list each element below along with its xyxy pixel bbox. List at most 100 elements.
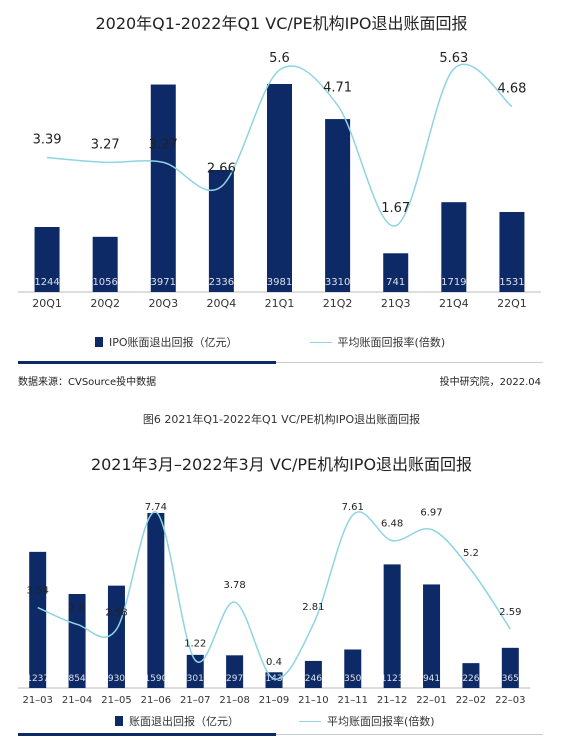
bar-value-label: 3981 bbox=[267, 277, 292, 288]
bar-value-label: 1531 bbox=[499, 277, 524, 288]
x-tick-label: 22–02 bbox=[456, 695, 486, 706]
x-tick-label: 20Q4 bbox=[207, 297, 237, 310]
divider-line-2 bbox=[18, 734, 543, 735]
line-point bbox=[278, 69, 280, 71]
chart1-legend: IPO账面退出回报（亿元） 平均账面回报率(倍数) bbox=[95, 334, 445, 350]
bar-value-label: 226 bbox=[462, 674, 479, 684]
legend2-line-swatch bbox=[299, 720, 321, 722]
line-point bbox=[115, 628, 117, 630]
x-tick-label: 21–04 bbox=[62, 695, 92, 706]
x-tick-label: 21–11 bbox=[338, 695, 368, 706]
bar bbox=[499, 212, 525, 292]
figure-caption: 图6 2021年Q1-2022年Q1 VC/PE机构IPO退出账面回报 bbox=[142, 413, 421, 426]
line-value-label: 3.27 bbox=[149, 137, 178, 152]
line-value-label: 5.63 bbox=[439, 51, 468, 66]
line-value-label: 5.6 bbox=[269, 51, 290, 66]
line-value-label: 3.54 bbox=[27, 586, 49, 597]
bar bbox=[267, 84, 292, 292]
bar-value-label: 741 bbox=[386, 277, 405, 288]
line-point bbox=[273, 678, 275, 680]
divider-accent-2 bbox=[18, 733, 276, 736]
line-point bbox=[233, 601, 235, 603]
bar bbox=[383, 253, 409, 292]
x-tick-label: 20Q3 bbox=[148, 297, 178, 310]
bar-value-label: 1056 bbox=[92, 277, 117, 288]
line-value-label: 0.4 bbox=[266, 657, 282, 668]
x-tick-label: 21–05 bbox=[101, 695, 131, 706]
bar-value-label: 941 bbox=[423, 674, 440, 684]
bar-value-label: 365 bbox=[502, 674, 519, 684]
line-point bbox=[104, 161, 106, 163]
bar bbox=[462, 663, 480, 688]
line-point bbox=[46, 156, 48, 158]
source-note: 数据来源：CVSource投中数据 bbox=[18, 377, 157, 388]
chart2-legend: 账面退出回报（亿元） 平均账面回报率(倍数) bbox=[115, 713, 435, 729]
chart2-title: 2021年3月–2022年3月 VC/PE机构IPO退出账面回报 bbox=[90, 455, 473, 474]
line-point bbox=[391, 539, 393, 541]
line-point bbox=[509, 628, 511, 630]
line-value-label: 2.59 bbox=[499, 607, 521, 618]
line-point bbox=[511, 105, 513, 107]
x-tick-label: 20Q2 bbox=[90, 297, 120, 310]
x-tick-label: 21Q3 bbox=[381, 297, 411, 310]
bar-value-label: 1719 bbox=[441, 277, 466, 288]
bar-value-label: 1237 bbox=[26, 674, 49, 684]
line-value-label: 6.97 bbox=[420, 508, 442, 519]
line-value-label: 5.2 bbox=[463, 548, 479, 559]
chart1-title: 2020年Q1-2022年Q1 VC/PE机构IPO退出账面回报 bbox=[95, 14, 468, 33]
bar-value-label: 350 bbox=[344, 674, 361, 684]
x-tick-label: 21–03 bbox=[22, 695, 52, 706]
line-point bbox=[312, 623, 314, 625]
line-point bbox=[430, 528, 432, 530]
line-value-label: 7.74 bbox=[145, 502, 167, 513]
x-tick-label: 22–03 bbox=[495, 695, 525, 706]
x-tick-label: 20Q1 bbox=[32, 297, 62, 310]
bar bbox=[29, 551, 47, 688]
x-tick-label: 21–10 bbox=[298, 695, 328, 706]
legend2-bar-swatch bbox=[115, 716, 123, 726]
bar bbox=[34, 227, 60, 292]
bar bbox=[441, 202, 467, 292]
bar bbox=[383, 564, 401, 688]
line-value-label: 7.61 bbox=[342, 502, 364, 513]
x-tick-label: 21–08 bbox=[219, 695, 249, 706]
chart2-plot: 1237 21–03 854 21–04 930 21–05 1590 21–06 301 21–… bbox=[18, 502, 530, 706]
bar bbox=[325, 119, 351, 292]
bar-value-label: 854 bbox=[68, 674, 85, 684]
x-tick-label: 22Q1 bbox=[497, 297, 527, 310]
bar bbox=[501, 647, 519, 688]
legend-line-swatch bbox=[309, 341, 332, 343]
bar bbox=[92, 236, 118, 292]
x-tick-label: 21Q2 bbox=[323, 297, 353, 310]
line-series bbox=[37, 511, 511, 680]
line-value-label: 6.48 bbox=[381, 519, 403, 530]
line-point bbox=[194, 659, 196, 661]
bar bbox=[186, 654, 204, 688]
line-point bbox=[336, 104, 338, 106]
line-value-label: 2.58 bbox=[105, 607, 127, 618]
line-point bbox=[76, 623, 78, 625]
line-value-label: 2.81 bbox=[302, 602, 324, 613]
x-tick-label: 21–06 bbox=[141, 695, 171, 706]
bar bbox=[68, 594, 86, 688]
line-point bbox=[162, 161, 164, 163]
line-value-label: 2.66 bbox=[207, 162, 236, 177]
line-point bbox=[470, 569, 472, 571]
x-tick-label: 21–09 bbox=[259, 695, 289, 706]
line-point bbox=[220, 185, 222, 187]
bar bbox=[304, 660, 322, 688]
legend-bar-swatch bbox=[95, 337, 103, 347]
bar-value-label: 301 bbox=[187, 674, 204, 684]
line-value-label: 3.27 bbox=[91, 137, 120, 152]
bar bbox=[344, 649, 362, 688]
bar bbox=[147, 513, 165, 688]
bar-value-label: 297 bbox=[226, 674, 243, 684]
x-tick-label: 22–01 bbox=[416, 695, 446, 706]
bar-value-label: 930 bbox=[108, 674, 125, 684]
line-point bbox=[352, 514, 354, 516]
x-tick-label: 21Q4 bbox=[439, 297, 469, 310]
line-point bbox=[453, 68, 455, 70]
line-value-label: 1.67 bbox=[381, 201, 410, 216]
bar bbox=[107, 585, 125, 688]
bar-value-label: 1244 bbox=[34, 277, 59, 288]
